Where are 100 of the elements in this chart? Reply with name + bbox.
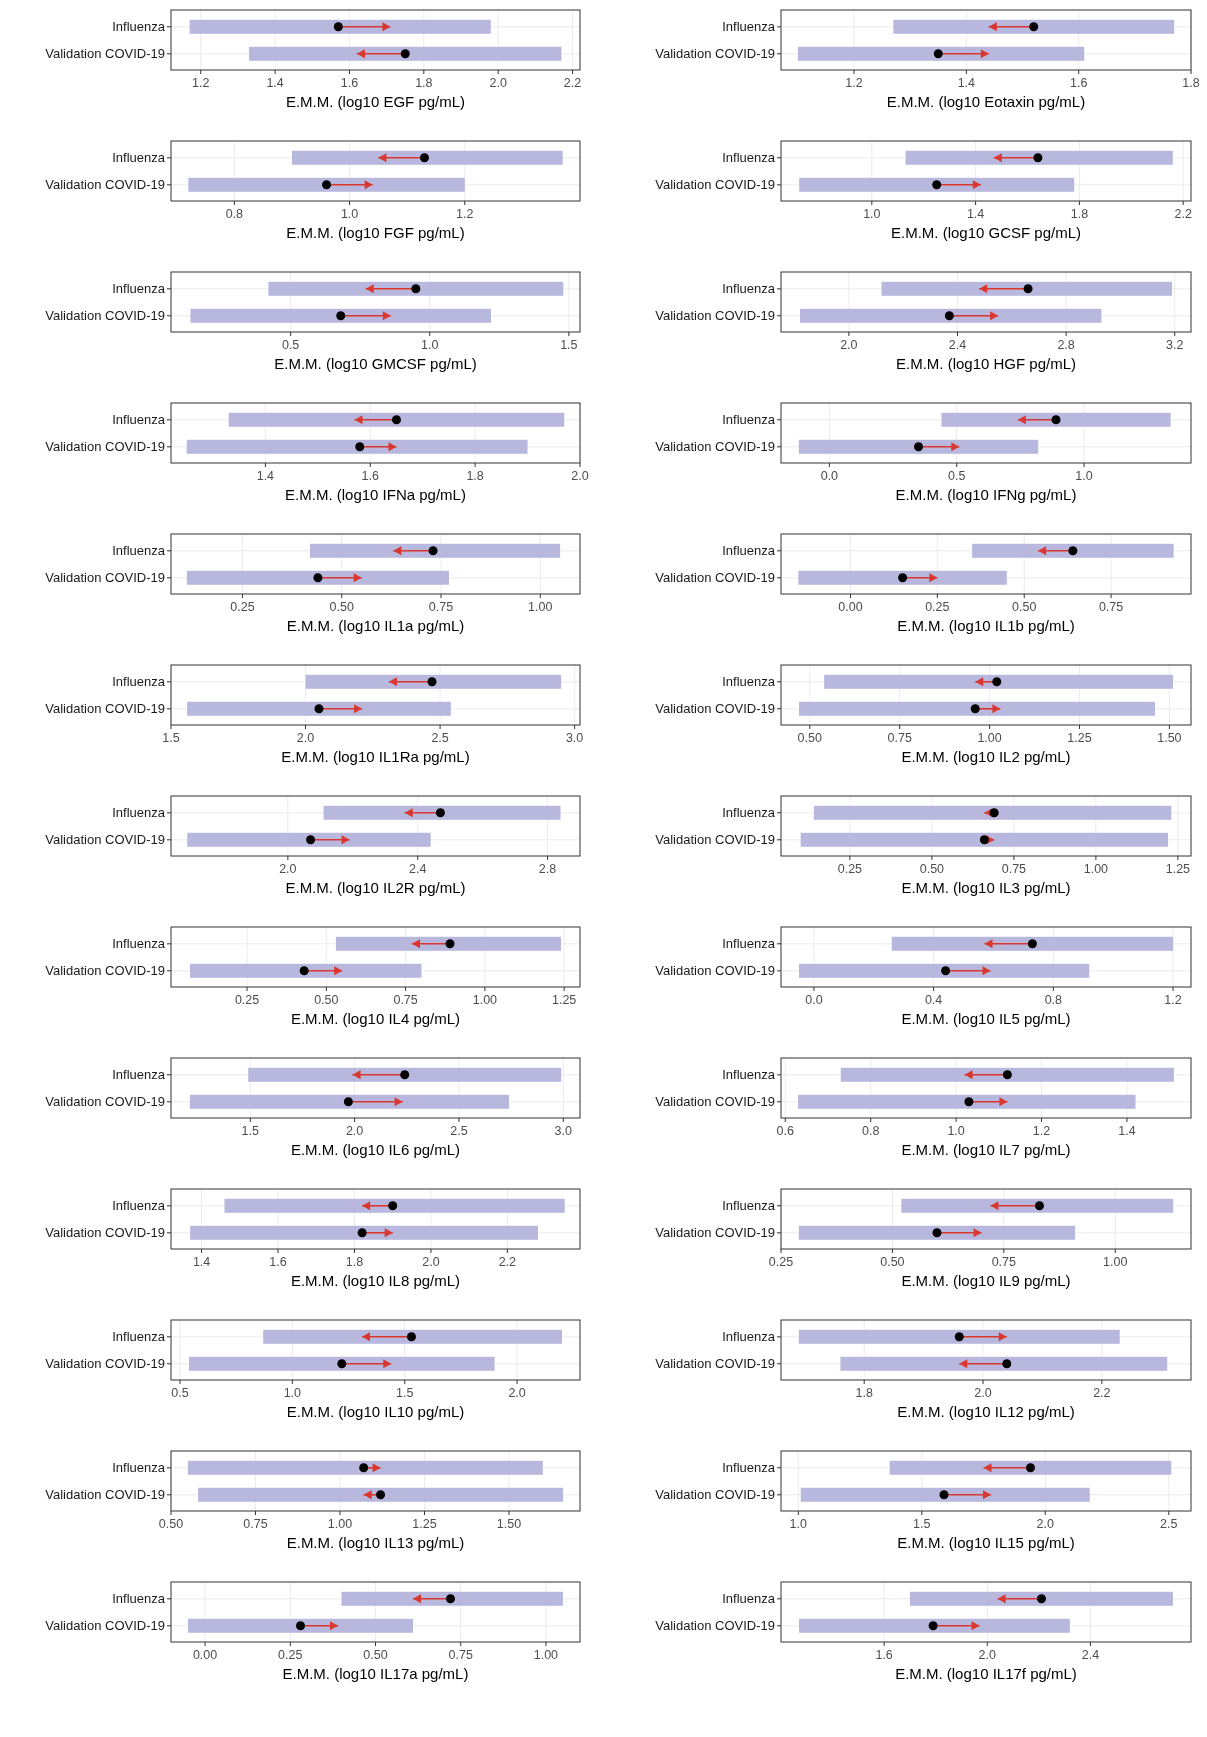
x-tick-label: 1.00	[977, 731, 1002, 745]
x-tick-label: 1.8	[855, 1386, 873, 1400]
x-tick-label: 1.25	[551, 993, 577, 1007]
x-tick-label: 0.75	[428, 600, 454, 614]
x-tick-label: 1.0	[1075, 469, 1093, 483]
x-tick-label: 2.0	[840, 338, 858, 352]
x-tick-label: 0.5	[171, 1386, 189, 1400]
x-tick-label: 1.0	[789, 1517, 808, 1531]
y-tick-label: Influenza	[112, 412, 166, 428]
x-tick-label: 1.5	[913, 1517, 931, 1531]
x-tick-label: 1.4	[192, 1255, 211, 1269]
x-tick-label: 0.50	[1012, 600, 1037, 614]
y-tick-label: Influenza	[722, 674, 776, 690]
x-axis-title: E.M.M. (log10 IL9 pg/mL)	[901, 1272, 1071, 1289]
x-tick-label: 2.2	[498, 1255, 517, 1269]
x-tick-label: 0.0	[805, 993, 823, 1007]
x-tick-label: 0.4	[924, 993, 943, 1007]
x-tick-label: 2.2	[1093, 1386, 1111, 1400]
x-tick-label: 0.50	[158, 1517, 184, 1531]
y-tick-label: Validation COVID-19	[655, 46, 775, 62]
x-tick-label: 0.25	[925, 600, 950, 614]
x-tick-label: 0.75	[991, 1255, 1017, 1269]
y-tick-label: Influenza	[722, 543, 776, 559]
x-tick-label: 0.00	[838, 600, 863, 614]
x-tick-label: 1.8	[466, 469, 484, 483]
x-tick-label: 1.00	[528, 600, 553, 614]
x-tick-label: 0.8	[861, 1124, 880, 1138]
x-tick-label: 1.2	[456, 207, 474, 221]
x-tick-label: 1.25	[412, 1517, 437, 1531]
x-tick-label: 1.5	[396, 1386, 414, 1400]
x-tick-label: 0.50	[797, 731, 822, 745]
x-axis-title: E.M.M. (log10 IL1b pg/mL)	[897, 617, 1075, 634]
x-tick-label: 1.0	[340, 207, 359, 221]
y-tick-label: Validation COVID-19	[655, 1618, 775, 1634]
x-axis-title: E.M.M. (log10 IL2 pg/mL)	[901, 748, 1071, 765]
x-tick-label: 0.8	[225, 207, 244, 221]
y-tick-label: Influenza	[112, 674, 166, 690]
x-tick-label: 1.00	[533, 1648, 559, 1662]
x-tick-label: 2.8	[538, 862, 557, 876]
x-tick-label: 0.75	[1001, 862, 1027, 876]
x-axis-title: E.M.M. (log10 IL4 pg/mL)	[290, 1010, 461, 1027]
y-tick-label: Validation COVID-19	[655, 832, 775, 848]
y-tick-label: Validation COVID-19	[655, 308, 775, 324]
x-tick-label: 0.25	[234, 993, 260, 1007]
x-tick-label: 2.0	[571, 469, 589, 483]
x-tick-label: 0.50	[314, 993, 339, 1007]
y-tick-label: Validation COVID-19	[45, 701, 165, 717]
x-axis-title: E.M.M. (log10 IFNg pg/mL)	[895, 486, 1077, 503]
x-axis-title: E.M.M. (log10 IL8 pg/mL)	[290, 1272, 461, 1289]
y-tick-label: Validation COVID-19	[45, 570, 165, 586]
y-tick-label: Validation COVID-19	[655, 1487, 775, 1503]
y-tick-label: Validation COVID-19	[655, 1225, 775, 1241]
x-tick-label: 2.0	[508, 1386, 526, 1400]
x-tick-label: 2.5	[1160, 1517, 1178, 1531]
y-tick-label: Influenza	[112, 936, 166, 952]
x-axis-title: E.M.M. (log10 IL12 pg/mL)	[897, 1403, 1075, 1420]
x-axis-title: E.M.M. (log10 IL2R pg/mL)	[285, 879, 466, 896]
x-tick-label: 2.5	[431, 731, 449, 745]
x-axis-title: E.M.M. (log10 IL15 pg/mL)	[897, 1534, 1075, 1551]
x-tick-label: 0.5	[948, 469, 966, 483]
x-tick-label: 1.2	[1032, 1124, 1051, 1138]
x-axis-title: E.M.M. (log10 GMCSF pg/mL)	[274, 355, 477, 372]
x-tick-label: 1.25	[1067, 731, 1092, 745]
y-tick-label: Influenza	[112, 19, 166, 35]
x-tick-label: 1.2	[192, 76, 210, 90]
x-tick-label: 1.5	[162, 731, 180, 745]
y-tick-label: Influenza	[722, 1460, 776, 1476]
x-tick-label: 0.25	[768, 1255, 794, 1269]
x-tick-label: 1.2	[845, 76, 863, 90]
x-tick-label: 3.0	[565, 731, 584, 745]
x-tick-label: 0.50	[329, 600, 354, 614]
y-tick-label: Influenza	[112, 150, 166, 166]
x-tick-label: 0.50	[919, 862, 945, 876]
y-tick-label: Influenza	[112, 805, 166, 821]
y-tick-label: Validation COVID-19	[45, 832, 165, 848]
y-tick-label: Validation COVID-19	[45, 1487, 165, 1503]
y-tick-label: Influenza	[722, 1591, 776, 1607]
y-tick-label: Validation COVID-19	[45, 308, 165, 324]
y-tick-label: Influenza	[722, 19, 776, 35]
y-tick-label: Influenza	[722, 412, 776, 428]
x-tick-label: 2.0	[978, 1648, 997, 1662]
x-tick-label: 0.50	[880, 1255, 905, 1269]
y-tick-label: Influenza	[112, 1329, 166, 1345]
x-axis-title: E.M.M. (log10 IL3 pg/mL)	[901, 879, 1071, 896]
x-tick-label: 1.00	[1103, 1255, 1128, 1269]
x-axis-title: E.M.M. (log10 Eotaxin pg/mL)	[886, 93, 1086, 110]
x-tick-label: 2.0	[422, 1255, 440, 1269]
y-tick-label: Validation COVID-19	[655, 1094, 775, 1110]
x-tick-label: 1.5	[560, 338, 578, 352]
x-tick-label: 2.4	[409, 862, 427, 876]
y-tick-label: Influenza	[722, 1067, 776, 1083]
x-tick-label: 1.6	[340, 76, 359, 90]
x-tick-label: 0.75	[1098, 600, 1124, 614]
x-axis-title: E.M.M. (log10 IL1Ra pg/mL)	[281, 748, 470, 765]
x-tick-label: 0.6	[776, 1124, 794, 1138]
x-tick-label: 1.4	[266, 76, 284, 90]
x-tick-label: 1.2	[1164, 993, 1182, 1007]
x-tick-label: 1.50	[496, 1517, 522, 1531]
x-tick-label: 1.4	[966, 207, 985, 221]
y-tick-label: Validation COVID-19	[655, 701, 775, 717]
